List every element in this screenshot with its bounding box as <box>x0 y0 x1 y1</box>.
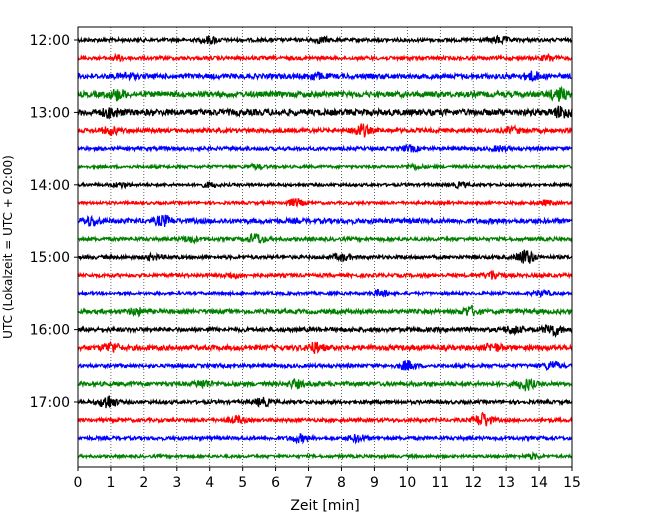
x-tick-label: 5 <box>238 475 247 491</box>
y-tick-label: 15:00 <box>30 250 70 266</box>
x-tick-label: 7 <box>304 475 313 491</box>
trace-row-1515 <box>77 269 573 280</box>
trace-row-1215 <box>77 52 573 63</box>
trace-row-1630 <box>77 360 573 372</box>
trace-row-1700 <box>77 395 573 409</box>
trace-row-1415 <box>77 197 573 208</box>
y-tick-label: 12:00 <box>30 33 70 49</box>
x-tick-label: 12 <box>464 475 482 491</box>
trace-row-1330 <box>77 142 573 154</box>
trace-row-1645 <box>77 377 573 392</box>
y-tick-label: 16:00 <box>30 323 70 339</box>
vertical-grid <box>110 27 540 467</box>
trace-row-1445 <box>77 232 573 245</box>
x-tick-label: 2 <box>139 475 148 491</box>
x-tick-label: 14 <box>530 475 548 491</box>
trace-row-1730 <box>77 432 573 445</box>
x-tick-label: 6 <box>271 475 280 491</box>
trace-row-1345 <box>77 162 573 172</box>
trace-row-1600 <box>77 324 573 338</box>
x-tick-label: 15 <box>563 475 581 491</box>
trace-row-1230 <box>77 70 573 82</box>
trace-row-1200 <box>77 34 573 46</box>
y-tick-label: 14:00 <box>30 178 70 194</box>
y-tick-label: 13:00 <box>30 105 70 121</box>
x-tick-label: 8 <box>337 475 346 491</box>
x-tick-label: 11 <box>431 475 449 491</box>
trace-row-1300 <box>77 105 573 120</box>
trace-group <box>77 34 573 461</box>
trace-row-1500 <box>77 249 573 264</box>
plot-frame <box>77 26 573 468</box>
trace-row-1400 <box>77 180 573 191</box>
trace-row-1530 <box>77 288 573 298</box>
x-tick-label: 10 <box>398 475 416 491</box>
trace-row-1745 <box>77 451 573 461</box>
x-tick-label: 13 <box>497 475 515 491</box>
trace-row-1715 <box>77 411 573 427</box>
x-axis-label: Zeit [min] <box>290 498 359 514</box>
trace-row-1315 <box>77 123 573 138</box>
x-tick-label: 4 <box>205 475 214 491</box>
x-tick-label: 3 <box>172 475 181 491</box>
x-tick-label: 1 <box>106 475 115 491</box>
y-axis-ticks: 12:00 13:00 14:00 15:00 16:00 17:00 <box>30 33 78 411</box>
y-tick-label: 17:00 <box>30 395 70 411</box>
trace-row-1545 <box>77 304 573 318</box>
x-tick-label: 9 <box>370 475 379 491</box>
x-axis-ticks: 0 1 2 3 4 5 6 7 8 9 10 11 12 13 14 15 <box>74 467 581 491</box>
y-axis-label: UTC (Lokalzeit = UTC + 02:00) <box>1 155 15 339</box>
trace-row-1615 <box>77 340 573 355</box>
x-tick-label: 0 <box>74 475 83 491</box>
trace-row-1245 <box>77 85 573 102</box>
trace-row-1430 <box>77 214 573 228</box>
